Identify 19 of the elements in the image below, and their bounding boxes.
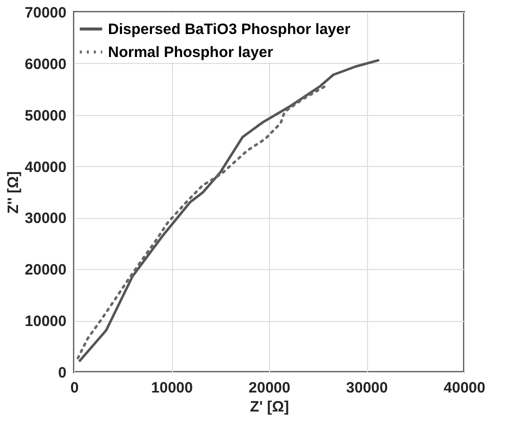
legend-label: Normal Phosphor layer bbox=[108, 44, 274, 61]
x-tick-label: 10000 bbox=[151, 380, 193, 396]
line-series bbox=[76, 85, 326, 360]
y-tick-label: 60000 bbox=[24, 56, 66, 73]
y-tick-label: 10000 bbox=[24, 313, 66, 330]
y-tick-label: 70000 bbox=[24, 4, 66, 22]
y-tick-label: 20000 bbox=[24, 262, 66, 279]
y-tick-label: 50000 bbox=[24, 107, 66, 124]
x-tick-label: 40000 bbox=[444, 380, 486, 396]
y-tick-label: 40000 bbox=[24, 158, 66, 176]
y-tick-label: 30000 bbox=[24, 210, 66, 228]
line-series bbox=[78, 59, 380, 362]
x-axis-title: Z' [Ω] bbox=[250, 398, 289, 416]
x-tick-label: 30000 bbox=[346, 380, 388, 396]
legend-label: Dispersed BaTiO3 Phosphor layer bbox=[108, 21, 350, 38]
x-tick-label: 0 bbox=[70, 380, 79, 396]
y-axis-title: Z'' [Ω] bbox=[4, 171, 22, 214]
y-tick-label: 0 bbox=[58, 364, 66, 382]
x-tick-label: 20000 bbox=[248, 380, 290, 396]
